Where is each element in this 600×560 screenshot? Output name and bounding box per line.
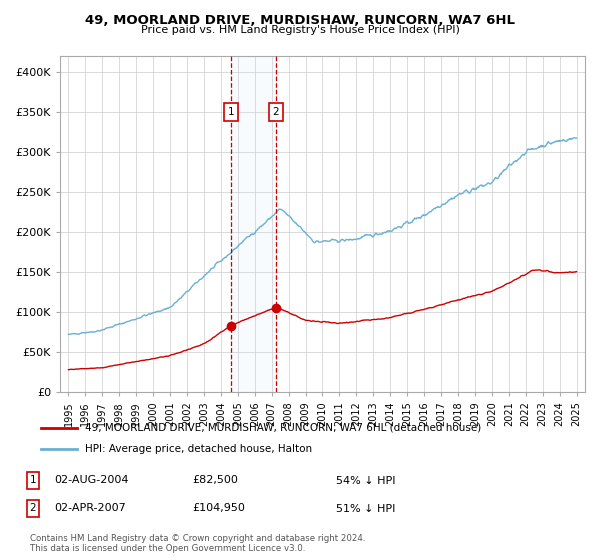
- Text: 2: 2: [272, 107, 279, 117]
- Text: £104,950: £104,950: [192, 503, 245, 514]
- Text: Contains HM Land Registry data © Crown copyright and database right 2024.
This d: Contains HM Land Registry data © Crown c…: [30, 534, 365, 553]
- Text: Price paid vs. HM Land Registry's House Price Index (HPI): Price paid vs. HM Land Registry's House …: [140, 25, 460, 35]
- Bar: [231, 56, 276, 392]
- Text: 51% ↓ HPI: 51% ↓ HPI: [336, 503, 395, 514]
- Text: 02-APR-2007: 02-APR-2007: [54, 503, 126, 514]
- Text: 49, MOORLAND DRIVE, MURDISHAW, RUNCORN, WA7 6HL (detached house): 49, MOORLAND DRIVE, MURDISHAW, RUNCORN, …: [85, 423, 481, 433]
- Text: 1: 1: [29, 475, 37, 486]
- Text: £82,500: £82,500: [192, 475, 238, 486]
- Text: 1: 1: [227, 107, 234, 117]
- Text: 49, MOORLAND DRIVE, MURDISHAW, RUNCORN, WA7 6HL: 49, MOORLAND DRIVE, MURDISHAW, RUNCORN, …: [85, 14, 515, 27]
- Text: 02-AUG-2004: 02-AUG-2004: [54, 475, 128, 486]
- Text: 2: 2: [29, 503, 37, 514]
- Text: 54% ↓ HPI: 54% ↓ HPI: [336, 475, 395, 486]
- Text: HPI: Average price, detached house, Halton: HPI: Average price, detached house, Halt…: [85, 444, 312, 454]
